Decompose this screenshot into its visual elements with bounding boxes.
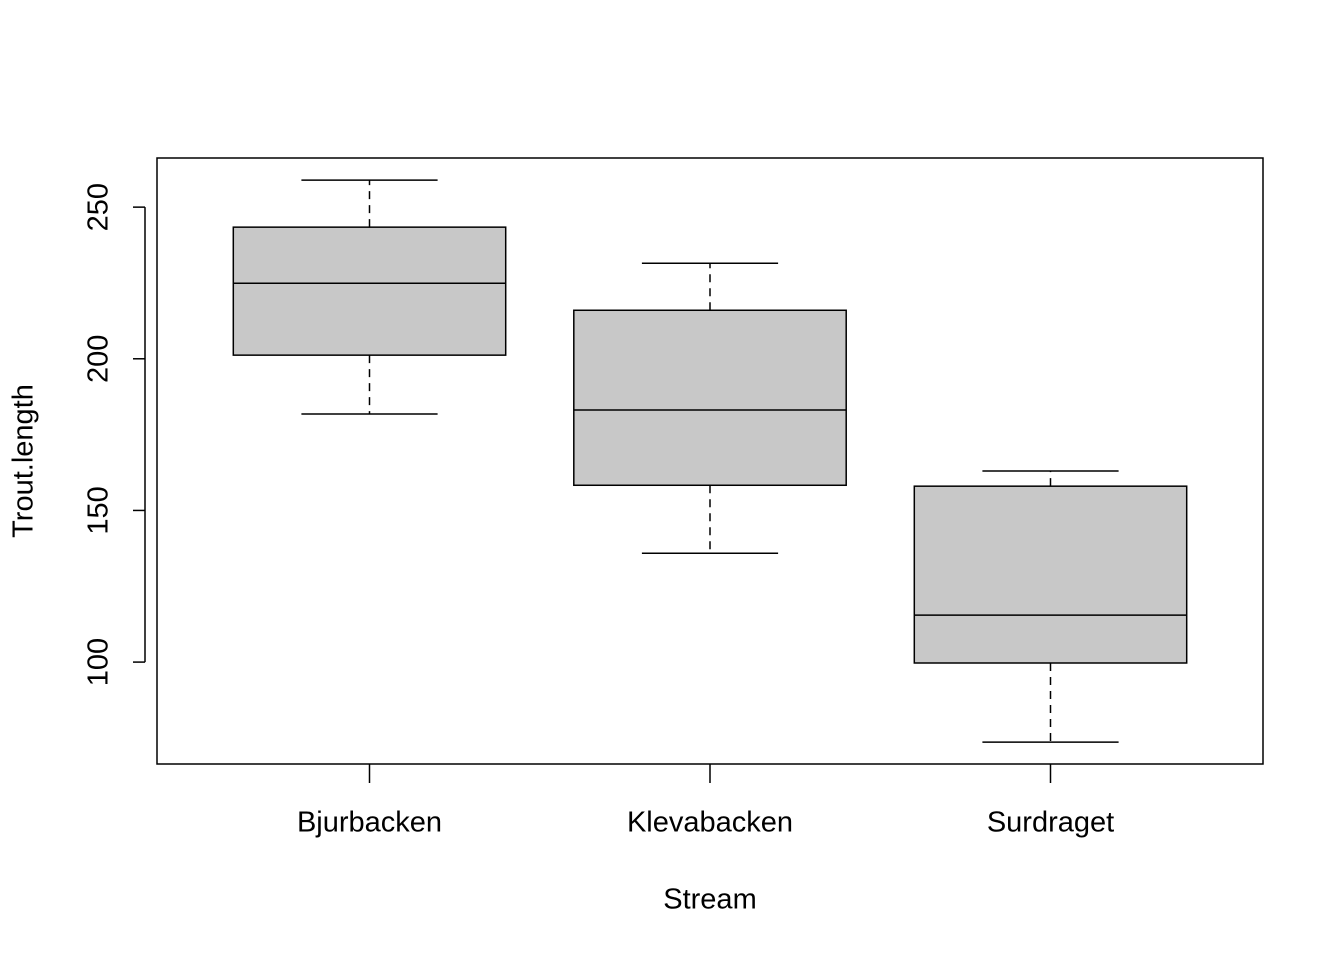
x-tick-label: Bjurbacken bbox=[297, 807, 442, 839]
box bbox=[913, 485, 1188, 664]
box bbox=[573, 309, 847, 487]
y-tick-label: 150 bbox=[83, 486, 115, 534]
y-axis-label: Trout.length bbox=[8, 384, 40, 538]
y-tick-label: 200 bbox=[83, 335, 115, 383]
x-axis-label: Stream bbox=[663, 884, 756, 916]
x-tick-label: Klevabacken bbox=[627, 807, 793, 839]
y-tick-label: 250 bbox=[83, 183, 115, 231]
y-tick-label: 100 bbox=[83, 638, 115, 686]
box bbox=[232, 226, 507, 356]
x-tick-label: Surdraget bbox=[987, 807, 1114, 839]
